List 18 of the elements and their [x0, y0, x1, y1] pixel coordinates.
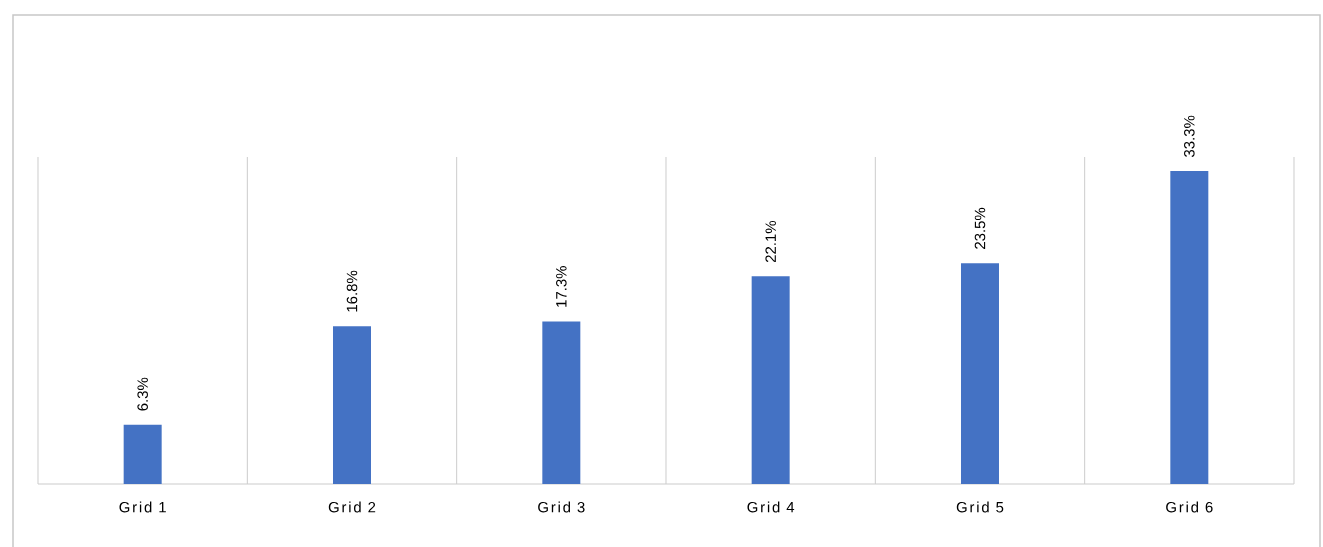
x-tick-label: Grid 4	[747, 501, 795, 513]
data-label: 17.3%	[556, 266, 567, 307]
x-tick-label: Grid 1	[119, 501, 166, 513]
bar	[960, 263, 999, 484]
bar	[751, 276, 790, 484]
x-tick-label: Grid 2	[328, 501, 376, 513]
data-label: 22.1%	[765, 220, 776, 263]
bar	[1170, 171, 1209, 484]
bar	[542, 321, 581, 484]
bar	[333, 326, 371, 484]
data-label: 23.5%	[974, 207, 986, 249]
bar	[123, 424, 162, 484]
x-tick-label: Grid 6	[1166, 501, 1213, 513]
x-tick-label: Grid 3	[538, 501, 585, 513]
data-label: 6.3%	[137, 377, 148, 411]
x-tick-label: Grid 5	[956, 501, 1004, 513]
data-label: 33.3%	[1184, 115, 1195, 157]
data-label: 16.8%	[346, 270, 358, 312]
